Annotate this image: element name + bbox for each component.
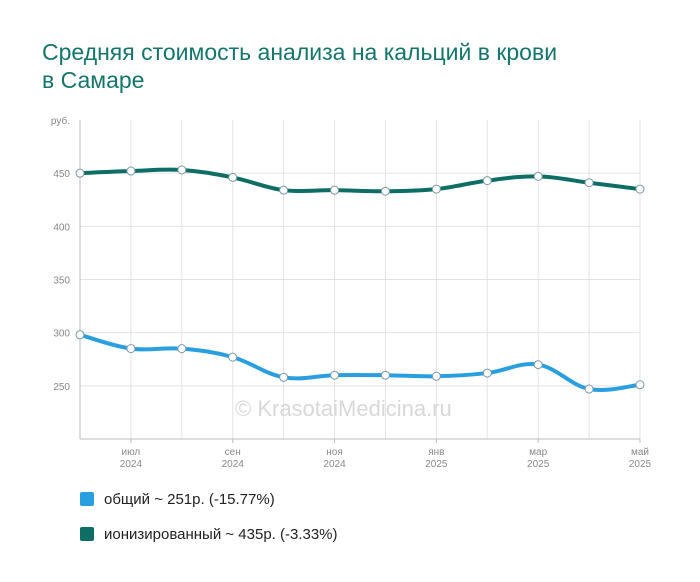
x-tick-label-month-3: сен	[225, 447, 241, 458]
x-tick-label-month-11: май	[631, 447, 649, 458]
y-tick-label-400: 400	[53, 222, 70, 233]
data-point-0-11	[635, 380, 645, 390]
data-point-0-2	[177, 344, 187, 354]
y-tick-label-450: 450	[53, 169, 70, 180]
series-line-0	[78, 332, 642, 393]
watermark: © KrasotaiMedicina.ru	[235, 396, 452, 421]
data-point-1-1	[126, 166, 136, 176]
y-tick-label-300: 300	[53, 329, 70, 340]
data-point-1-3	[228, 172, 238, 182]
data-point-1-2	[177, 165, 187, 175]
data-point-0-6	[380, 370, 390, 380]
chart-title: Средняя стоимость анализа на кальций в к…	[42, 39, 558, 93]
data-point-1-11	[635, 184, 645, 194]
x-tick-label-month-9: мар	[529, 447, 547, 458]
data-point-1-5	[330, 185, 340, 195]
legend-item-general[interactable]: общий ~ 251р. (-15.77%)	[80, 488, 338, 510]
x-tick-label-month-5: ноя	[326, 447, 343, 458]
line-chart: 250300350400450руб.июл2024сен2024ноя2024…	[51, 115, 652, 470]
data-point-0-3	[228, 352, 238, 362]
data-point-0-5	[330, 370, 340, 380]
data-point-0-9	[533, 360, 543, 370]
chart-legend: общий ~ 251р. (-15.77%) ионизированный ~…	[80, 488, 338, 558]
data-point-0-0	[75, 330, 85, 340]
x-tick-label-year-3: 2024	[222, 459, 245, 470]
data-point-0-10	[584, 384, 594, 394]
y-tick-label-350: 350	[53, 276, 70, 287]
x-tick-label-year-9: 2025	[527, 459, 550, 470]
y-axis-unit-label: руб.	[51, 115, 70, 127]
data-point-1-7	[431, 184, 441, 194]
legend-label-ionized: ионизированный ~ 435р. (-3.33%)	[104, 525, 338, 543]
x-tick-label-month-7: янв	[428, 447, 444, 458]
x-tick-label-month-1: июл	[122, 447, 141, 458]
data-point-1-9	[533, 171, 543, 181]
legend-swatch-ionized	[80, 527, 94, 541]
x-tick-label-year-7: 2025	[425, 459, 448, 470]
x-tick-label-year-11: 2025	[629, 459, 652, 470]
legend-swatch-general	[80, 492, 94, 506]
data-point-0-4	[279, 372, 289, 382]
data-point-1-6	[380, 186, 390, 196]
legend-label-general: общий ~ 251р. (-15.77%)	[104, 490, 275, 508]
data-point-0-1	[126, 344, 136, 354]
data-point-0-7	[431, 371, 441, 381]
data-point-1-0	[75, 168, 85, 178]
x-tick-label-year-5: 2024	[323, 459, 346, 470]
data-point-1-4	[279, 185, 289, 195]
data-point-1-10	[584, 178, 594, 188]
data-point-1-8	[482, 176, 492, 186]
x-tick-label-year-1: 2024	[120, 459, 143, 470]
y-tick-label-250: 250	[53, 382, 70, 393]
data-point-0-8	[482, 368, 492, 378]
legend-item-ionized[interactable]: ионизированный ~ 435р. (-3.33%)	[80, 523, 338, 545]
